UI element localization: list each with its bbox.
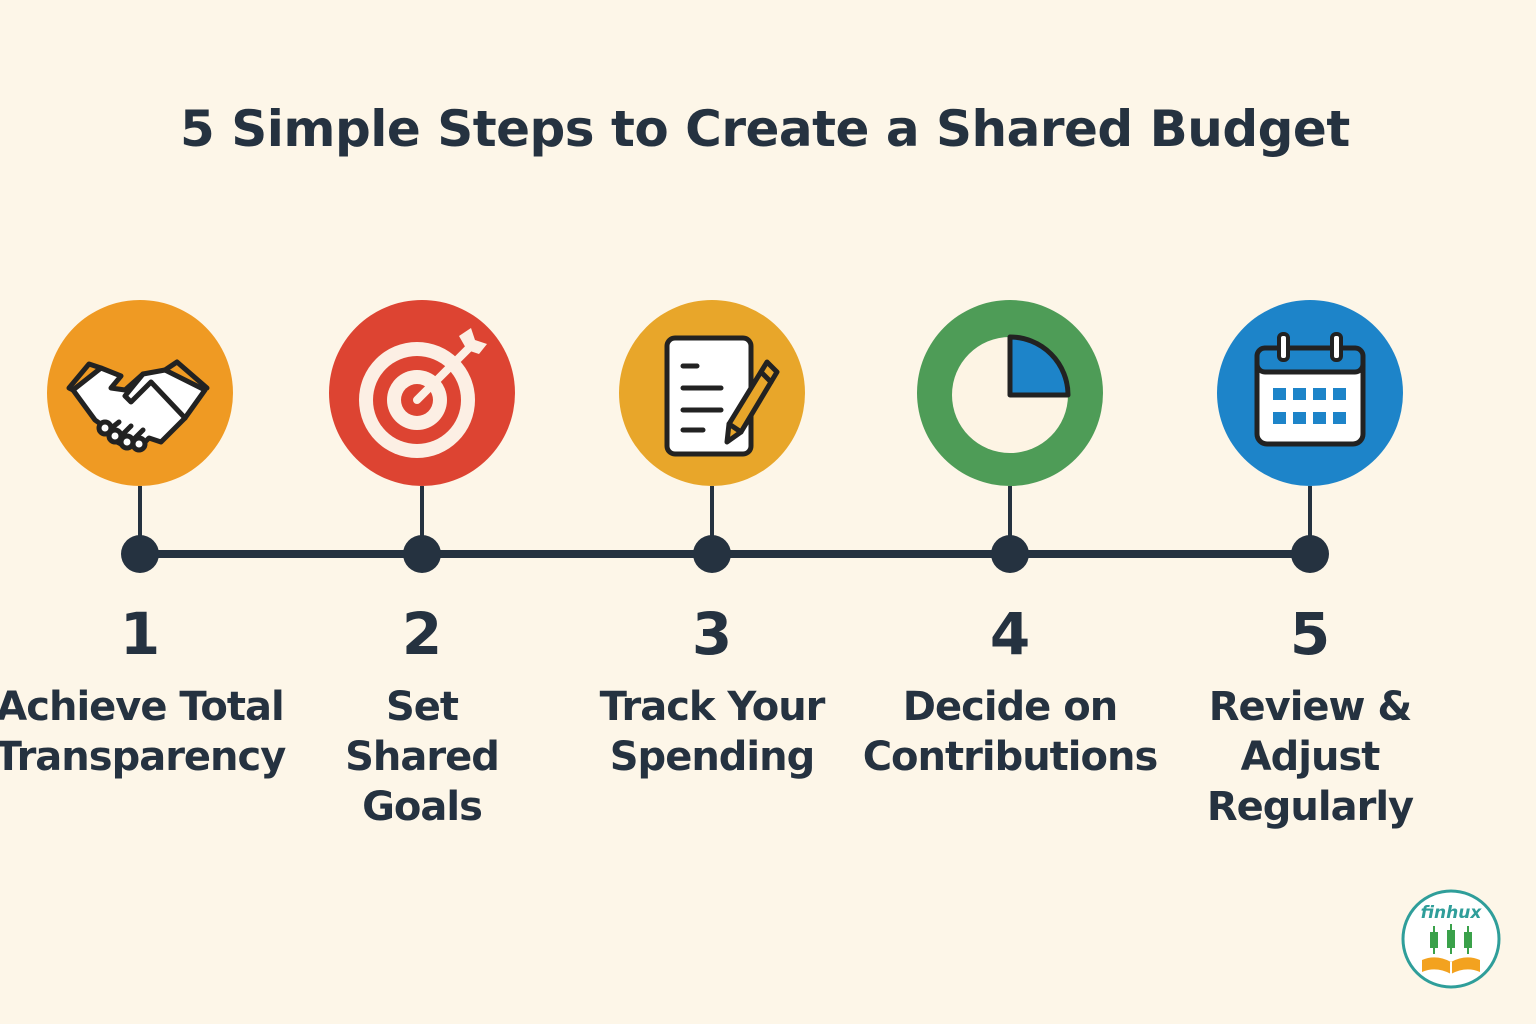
timeline-dot-1	[121, 535, 159, 573]
page-title: 5 Simple Steps to Create a Shared Budget	[180, 100, 1350, 158]
step-2-number: 2	[401, 600, 443, 668]
step-5-label: Review & Adjust Regularly	[1206, 684, 1414, 830]
calendar-icon	[1254, 332, 1366, 447]
logo-text: finhux	[1421, 903, 1483, 923]
step-3-circle	[619, 300, 805, 486]
document-pencil-icon	[664, 335, 780, 457]
step-4-label: Decide on Contributions	[862, 684, 1159, 780]
timeline-dots	[121, 535, 1329, 573]
step-4-number: 4	[989, 600, 1031, 668]
step-2-label: Set Shared Goals	[345, 684, 500, 830]
step-1-number: 1	[119, 600, 161, 668]
timeline-dot-4	[991, 535, 1029, 573]
timeline-dot-2	[403, 535, 441, 573]
timeline-dot-3	[693, 535, 731, 573]
step-3-label: Track Your Spending	[599, 684, 826, 780]
step-5-number: 5	[1289, 600, 1331, 668]
pie-chart-icon	[952, 334, 1071, 453]
timeline-dot-5	[1291, 535, 1329, 573]
step-4-circle	[917, 300, 1103, 486]
finhux-logo-icon: finhux	[1401, 889, 1501, 989]
handshake-icon	[66, 359, 210, 453]
step-1-label: Achieve Total Transparency	[0, 684, 286, 780]
step-5-circle	[1217, 300, 1403, 486]
step-2-circle	[329, 300, 515, 486]
step-3-number: 3	[691, 600, 733, 668]
step-1-circle	[47, 300, 233, 486]
target-icon	[359, 328, 487, 458]
